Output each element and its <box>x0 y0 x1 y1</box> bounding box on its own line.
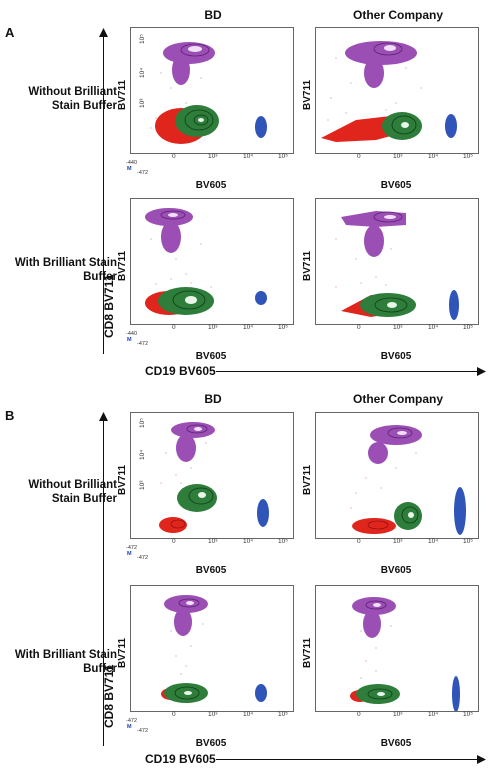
x-tick: 10⁴ <box>428 711 439 718</box>
x-tick: 10⁴ <box>428 324 439 331</box>
row-label-with-buffer: With Brilliant Stain Buffer <box>14 649 117 675</box>
y-axis-main-label: CD8 BV711 <box>102 274 116 338</box>
x-tick: 10⁵ <box>463 324 473 331</box>
y-tick: 10⁴ <box>139 449 146 460</box>
row-label-without-buffer: Without Brilliant Stain Buffer <box>28 86 117 112</box>
x-tick: 10³ <box>208 711 218 718</box>
x-tick: 0 <box>172 324 176 331</box>
plot-b-bd-without <box>130 412 294 539</box>
plot-a-bd-without-xlabel: BV605 <box>195 180 227 191</box>
plot-a-bd-without-ylabel: BV711 <box>117 79 128 110</box>
x-axis-main-label: CD19 BV605 <box>145 752 216 766</box>
plot-a-other-without <box>315 27 479 154</box>
axis-origin-x-min: -472 <box>137 728 149 734</box>
x-tick: 10³ <box>393 153 403 160</box>
x-tick: 10⁴ <box>243 324 254 331</box>
x-tick: 0 <box>172 538 176 545</box>
x-tick: 10⁵ <box>278 711 288 718</box>
plot-b-other-without-ylabel: BV711 <box>302 464 313 495</box>
axis-origin-marker: M <box>127 337 132 343</box>
x-tick: 0 <box>357 324 361 331</box>
plot-b-bd-with <box>130 585 294 712</box>
plot-a-bd-with-ylabel: BV711 <box>117 250 128 281</box>
axis-origin-marker: M <box>127 724 132 730</box>
x-tick: 10⁵ <box>463 538 473 545</box>
plot-b-bd-without-xlabel: BV605 <box>195 565 227 576</box>
axis-origin-x-min: -472 <box>137 555 149 561</box>
x-tick: 10⁵ <box>278 324 288 331</box>
axis-origin-x-min: -472 <box>137 341 149 347</box>
plot-a-other-with <box>315 198 479 325</box>
row-label-with-buffer: With Brilliant Stain Buffer <box>14 257 117 283</box>
y-axis-arrowhead <box>99 412 108 421</box>
y-tick: 10³ <box>139 480 146 490</box>
y-tick: 10⁴ <box>139 67 146 78</box>
x-tick: 10³ <box>393 711 403 718</box>
y-tick: 10⁵ <box>139 34 146 44</box>
panel-label-a: A <box>5 25 15 40</box>
x-tick: 10³ <box>208 538 218 545</box>
plot-a-bd-with-xlabel: BV605 <box>195 351 227 362</box>
column-header-bd: BD <box>204 8 222 22</box>
axis-origin-marker: M <box>127 551 132 557</box>
x-tick: 10⁵ <box>463 711 473 718</box>
plot-b-other-without <box>315 412 479 539</box>
plot-a-other-with-xlabel: BV605 <box>380 351 412 362</box>
y-tick: 10³ <box>139 98 146 108</box>
y-axis-arrow <box>103 418 104 746</box>
axis-origin-y-min: -440 <box>126 160 138 166</box>
x-tick: 10³ <box>393 324 403 331</box>
column-header-bd: BD <box>204 392 222 406</box>
x-tick: 10³ <box>208 324 218 331</box>
x-tick: 0 <box>357 153 361 160</box>
plot-b-bd-with-xlabel: BV605 <box>195 738 227 749</box>
axis-origin-x-min: -472 <box>137 170 149 176</box>
x-tick: 10⁴ <box>428 153 439 160</box>
y-axis-main-label: CD8 BV711 <box>102 664 116 728</box>
x-axis-arrowhead <box>477 367 486 376</box>
y-axis-arrow <box>103 34 104 354</box>
axis-origin-y-min: -440 <box>126 331 138 337</box>
x-tick: 10⁵ <box>278 538 288 545</box>
x-axis-main-label: CD19 BV605 <box>145 364 216 378</box>
x-tick: 0 <box>172 711 176 718</box>
x-tick: 10⁵ <box>463 153 473 160</box>
plot-b-other-with <box>315 585 479 712</box>
x-axis-arrow <box>216 759 478 760</box>
x-tick: 10⁴ <box>243 711 254 718</box>
x-tick: 10⁵ <box>278 153 288 160</box>
row-label-without-buffer: Without Brilliant Stain Buffer <box>28 479 117 505</box>
plot-b-other-with-ylabel: BV711 <box>302 637 313 668</box>
plot-a-other-with-ylabel: BV711 <box>302 250 313 281</box>
x-tick: 10³ <box>208 153 218 160</box>
x-tick: 0 <box>172 153 176 160</box>
axis-origin-marker: M <box>127 166 132 172</box>
plot-b-bd-without-ylabel: BV711 <box>117 464 128 495</box>
plot-a-bd-with <box>130 198 294 325</box>
y-axis-arrowhead <box>99 28 108 37</box>
plot-a-bd-without <box>130 27 294 154</box>
x-tick: 10⁴ <box>243 538 254 545</box>
plot-b-other-with-xlabel: BV605 <box>380 738 412 749</box>
x-axis-arrow <box>216 371 478 372</box>
panel-label-b: B <box>5 408 15 423</box>
x-tick: 0 <box>357 538 361 545</box>
column-header-other-company: Other Company <box>352 392 443 406</box>
y-tick: 10⁵ <box>139 418 146 428</box>
x-tick: 10⁴ <box>428 538 439 545</box>
column-header-other-company: Other Company <box>352 8 443 22</box>
axis-origin-y-min: -472 <box>126 718 138 724</box>
axis-origin-y-min: -472 <box>126 545 138 551</box>
plot-a-other-without-xlabel: BV605 <box>380 180 412 191</box>
x-tick: 10³ <box>393 538 403 545</box>
x-tick: 10⁴ <box>243 153 254 160</box>
x-tick: 0 <box>357 711 361 718</box>
x-axis-arrowhead <box>477 755 486 764</box>
plot-b-bd-with-ylabel: BV711 <box>117 637 128 668</box>
plot-a-other-without-ylabel: BV711 <box>302 79 313 110</box>
plot-b-other-without-xlabel: BV605 <box>380 565 412 576</box>
